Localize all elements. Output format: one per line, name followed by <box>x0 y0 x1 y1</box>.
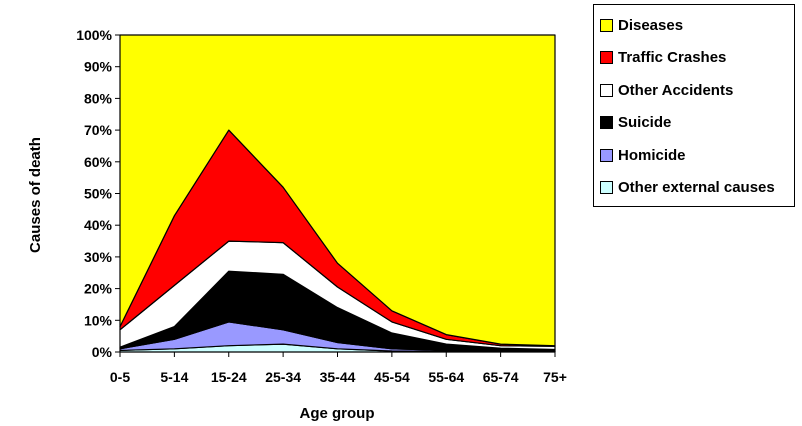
x-tick-label: 75+ <box>543 369 567 385</box>
x-tick-label: 25-34 <box>265 369 301 385</box>
y-tick-label: 80% <box>84 90 113 106</box>
legend-item-traffic-crashes: Traffic Crashes <box>600 48 726 68</box>
legend-swatch <box>600 181 613 194</box>
x-axis-title: Age group <box>300 405 375 422</box>
x-tick-label: 15-24 <box>211 369 247 385</box>
legend-item-other-accidents: Other Accidents <box>600 80 733 100</box>
area-layers <box>119 34 556 353</box>
legend-swatch <box>600 148 613 162</box>
y-axis: 0% 10% 20% 30% 40% 50% 60% 70% 80% 90% 100% <box>76 27 120 360</box>
legend-label: Diseases <box>618 16 684 34</box>
legend-label: Homicide <box>618 146 686 164</box>
legend-item-other-external-causes: Other external causes <box>600 178 775 198</box>
x-tick-label: 0-5 <box>110 369 130 385</box>
y-tick-label: 90% <box>84 59 113 75</box>
y-tick-label: 0% <box>92 344 113 360</box>
legend-item-suicide: Suicide <box>600 113 671 133</box>
legend-label: Other Accidents <box>618 81 734 99</box>
y-tick-label: 40% <box>84 217 113 233</box>
y-axis-title: Causes of death <box>27 137 44 253</box>
x-tick-label: 65-74 <box>483 369 519 385</box>
y-tick-label: 50% <box>84 186 113 202</box>
legend-label: Traffic Crashes <box>618 49 727 66</box>
legend: Diseases Traffic Crashes Other Accidents Su… <box>593 4 795 207</box>
y-tick-label: 100% <box>76 27 112 43</box>
y-tick-label: 60% <box>84 154 113 170</box>
x-tick-label: 45-54 <box>374 369 410 385</box>
legend-swatch <box>600 18 613 32</box>
y-tick-label: 30% <box>84 249 113 265</box>
legend-swatch <box>600 116 613 129</box>
x-tick-label: 55-64 <box>428 369 464 385</box>
legend-swatch <box>600 51 613 64</box>
x-tick-label: 35-44 <box>320 369 356 385</box>
legend-item-homicide: Homicide <box>600 145 686 165</box>
legend-item-diseases: Diseases <box>600 15 683 35</box>
legend-swatch <box>600 83 613 97</box>
legend-label: Suicide <box>618 114 672 131</box>
y-tick-label: 70% <box>84 122 113 138</box>
y-tick-label: 10% <box>84 312 113 328</box>
x-axis: 0-5 5-14 15-24 25-34 35-44 45-54 55-64 65-74 75+ <box>110 352 567 385</box>
y-tick-label: 20% <box>84 281 113 297</box>
legend-label: Other external causes <box>618 179 775 196</box>
x-tick-label: 5-14 <box>160 369 188 385</box>
